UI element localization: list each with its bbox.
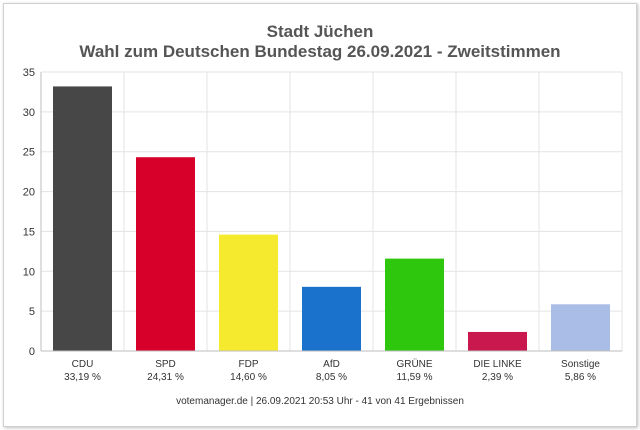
bar-afd bbox=[302, 286, 361, 351]
x-tick-label: Sonstige bbox=[561, 359, 600, 370]
value-label: 24,31 % bbox=[147, 372, 184, 383]
chart-footer: votemanager.de | 26.09.2021 20:53 Uhr - … bbox=[176, 396, 464, 407]
y-tick-label: 5 bbox=[29, 306, 35, 318]
bar-sonstige bbox=[551, 304, 610, 351]
y-tick-label: 20 bbox=[23, 187, 35, 199]
y-tick-label: 0 bbox=[29, 346, 35, 358]
value-label: 8,05 % bbox=[316, 372, 347, 383]
value-label: 2,39 % bbox=[482, 372, 513, 383]
bar-fdp bbox=[219, 234, 278, 351]
value-label: 11,59 % bbox=[397, 372, 433, 383]
x-tick-label: GRÜNE bbox=[396, 358, 432, 370]
y-tick-label: 30 bbox=[23, 107, 35, 119]
value-label: 14,60 % bbox=[230, 372, 267, 383]
y-tick-label: 10 bbox=[23, 266, 35, 278]
bar-cdu bbox=[53, 86, 112, 351]
value-label: 33,19 % bbox=[64, 372, 101, 383]
bar-spd bbox=[136, 157, 195, 351]
x-tick-label: DIE LINKE bbox=[473, 359, 522, 370]
x-tick-label: CDU bbox=[72, 359, 94, 370]
y-tick-label: 25 bbox=[23, 147, 35, 159]
x-tick-label: AfD bbox=[323, 359, 340, 370]
chart-subtitle: Wahl zum Deutschen Bundestag 26.09.2021 … bbox=[79, 42, 561, 61]
value-label: 5,86 % bbox=[565, 372, 596, 383]
bar-grüne bbox=[385, 258, 444, 351]
bar-die-linke bbox=[468, 331, 527, 351]
y-tick-label: 15 bbox=[23, 226, 35, 238]
x-tick-label: SPD bbox=[155, 359, 176, 370]
chart-title: Stadt Jüchen bbox=[266, 22, 374, 41]
y-tick-label: 35 bbox=[23, 67, 35, 79]
x-tick-label: FDP bbox=[239, 359, 259, 370]
